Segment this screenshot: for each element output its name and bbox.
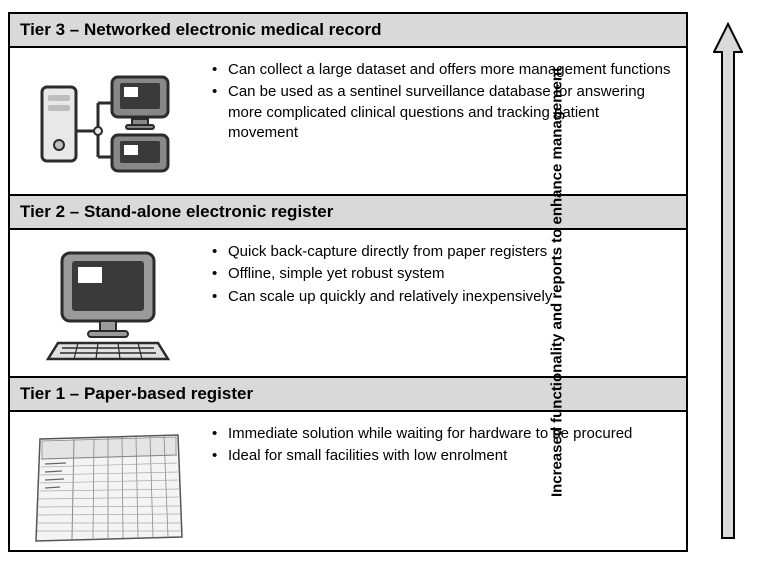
tier-1-body: Immediate solution while waiting for har… — [10, 412, 686, 558]
desktop-computer-icon — [18, 238, 198, 368]
tier-3-bullet: Can be used as a sentinel surveillance d… — [206, 82, 672, 143]
tier-1-bullet: Ideal for small facilities with low enro… — [206, 446, 672, 466]
tier-2: Tier 2 – Stand-alone electronic register — [10, 194, 686, 376]
tier-1-bullet: Immediate solution while waiting for har… — [206, 424, 672, 444]
diagram-container: Tier 3 – Networked electronic medical re… — [8, 12, 780, 552]
tier-2-bullet: Quick back-capture directly from paper r… — [206, 242, 672, 262]
tier-2-body: Quick back-capture directly from paper r… — [10, 230, 686, 376]
tier-2-bullet: Can scale up quickly and relatively inex… — [206, 287, 672, 307]
arrow-label: Increased functionality and reports to e… — [548, 67, 565, 497]
arrow-column: Increased functionality and reports to e… — [688, 12, 768, 552]
tier-2-bullet: Offline, simple yet robust system — [206, 264, 672, 284]
tier-3-bullets: Can collect a large dataset and offers m… — [198, 56, 672, 145]
tier-2-header: Tier 2 – Stand-alone electronic register — [10, 196, 686, 230]
up-arrow-icon — [713, 22, 743, 542]
tier-1-header: Tier 1 – Paper-based register — [10, 378, 686, 412]
tier-3-body: Can collect a large dataset and offers m… — [10, 48, 686, 194]
tier-3-header: Tier 3 – Networked electronic medical re… — [10, 14, 686, 48]
tiers-table: Tier 3 – Networked electronic medical re… — [8, 12, 688, 552]
tier-1-bullets: Immediate solution while waiting for har… — [198, 420, 672, 469]
paper-register-icon — [18, 420, 198, 550]
tier-2-bullets: Quick back-capture directly from paper r… — [198, 238, 672, 309]
tier-3-bullet: Can collect a large dataset and offers m… — [206, 60, 672, 80]
tier-3: Tier 3 – Networked electronic medical re… — [10, 14, 686, 194]
networked-computers-icon — [18, 56, 198, 186]
tier-1: Tier 1 – Paper-based register — [10, 376, 686, 558]
